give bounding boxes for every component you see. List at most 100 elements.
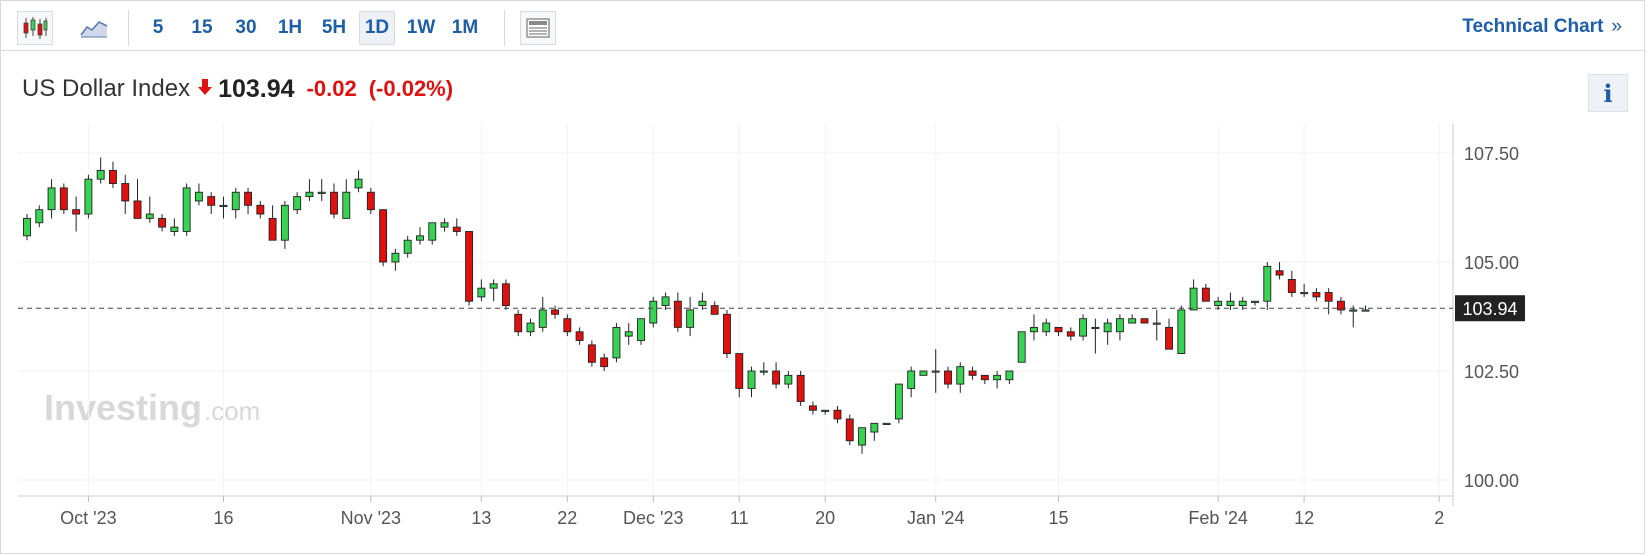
candle [1201,283,1210,302]
watermark-suffix: .com [204,396,260,426]
instrument-header: US Dollar Index 103.94 -0.02 (-0.02%) [22,72,465,106]
candle-body [1361,309,1370,312]
candle [784,371,793,389]
candle [919,370,928,376]
interval-1h-button[interactable]: 1H [277,17,303,38]
candle-body [1177,309,1186,355]
candle [1300,283,1309,297]
technical-chart-link[interactable]: Technical Chart » [1462,16,1622,38]
candle-body [133,200,142,219]
candle-body [563,318,572,333]
candle-body [23,217,31,237]
watermark-brand: Investing [44,387,202,428]
candle-body [256,204,265,215]
line-chart-icon[interactable] [77,11,111,45]
candle [194,183,203,206]
candle [1030,314,1038,341]
candle-body [624,331,633,337]
candle-body [1152,322,1161,325]
candle [1337,296,1345,315]
candle [833,405,842,424]
candle-body [1337,300,1345,311]
candle-body [1128,318,1137,324]
candle [1177,305,1186,355]
candle-body [1275,270,1284,276]
candle-body [870,422,879,433]
candle-body [452,226,461,232]
candle [907,366,916,398]
toolbar-separator [128,10,129,46]
candle [980,374,989,385]
candle [1275,262,1284,280]
y-tick-label: 102.50 [1464,362,1519,382]
interval-5-button[interactable]: 5 [152,17,164,38]
candle [84,174,93,219]
candle [207,192,216,215]
candle [293,192,302,215]
candle-body [993,374,1002,381]
candle [735,353,744,398]
candle [416,227,424,245]
candlestick-icon[interactable] [17,11,53,45]
candle [1324,288,1333,315]
candle-body [894,383,903,420]
x-tick-label: 11 [730,508,749,528]
candle-body [575,331,584,341]
candle [931,349,940,393]
candle-body [514,313,523,333]
interval-1d-button[interactable]: 1D [359,11,395,45]
candle [747,366,756,398]
candle [109,161,117,188]
candle [1189,279,1198,311]
candle-body [158,217,167,228]
candle [489,279,498,302]
interval-15-button[interactable]: 15 [191,17,213,38]
candle-body [219,204,228,207]
candle [391,248,400,271]
candle-body [796,374,805,402]
candle-body [735,353,744,389]
candle-body [1140,318,1149,324]
candle [723,309,731,358]
candle [1263,262,1272,310]
candle-body [182,187,191,232]
candle [624,323,633,345]
candle [698,292,707,310]
x-tick-label: 13 [471,508,491,528]
chart-toolbar: 5 15 30 1H 5H 1D 1W 1M Technical Chart » [1,1,1644,51]
candle [244,187,252,215]
news-icon[interactable] [520,11,556,45]
chart-grid [18,124,1453,496]
candle-body [1263,265,1272,302]
x-tick-label: Oct '23 [60,508,116,528]
candle [280,200,289,249]
candle [821,409,830,415]
candle [1066,327,1075,341]
candle [993,371,1002,389]
candle-body [465,231,474,302]
candle-body [1226,300,1235,307]
interval-5h-button[interactable]: 5H [321,17,347,38]
interval-30-button[interactable]: 30 [235,17,257,38]
info-button[interactable]: i [1588,74,1628,112]
interval-1w-button[interactable]: 1W [406,17,436,38]
candle [256,200,265,219]
candle-body [1287,278,1296,293]
interval-1m-button[interactable]: 1M [451,17,479,38]
candle [501,279,510,310]
candle-body [379,209,388,263]
candle [894,383,903,424]
candle-body [931,370,940,373]
candle-body [170,226,179,232]
candle-body [354,178,363,189]
candle [330,183,338,219]
candle-body [1238,300,1247,307]
candle-body [1030,326,1038,333]
candle-body [1300,292,1309,295]
candle-body [440,222,449,228]
candle [145,196,154,223]
candle-body [330,191,338,215]
candle [1312,288,1321,302]
last-price: 103.94 [218,74,295,103]
